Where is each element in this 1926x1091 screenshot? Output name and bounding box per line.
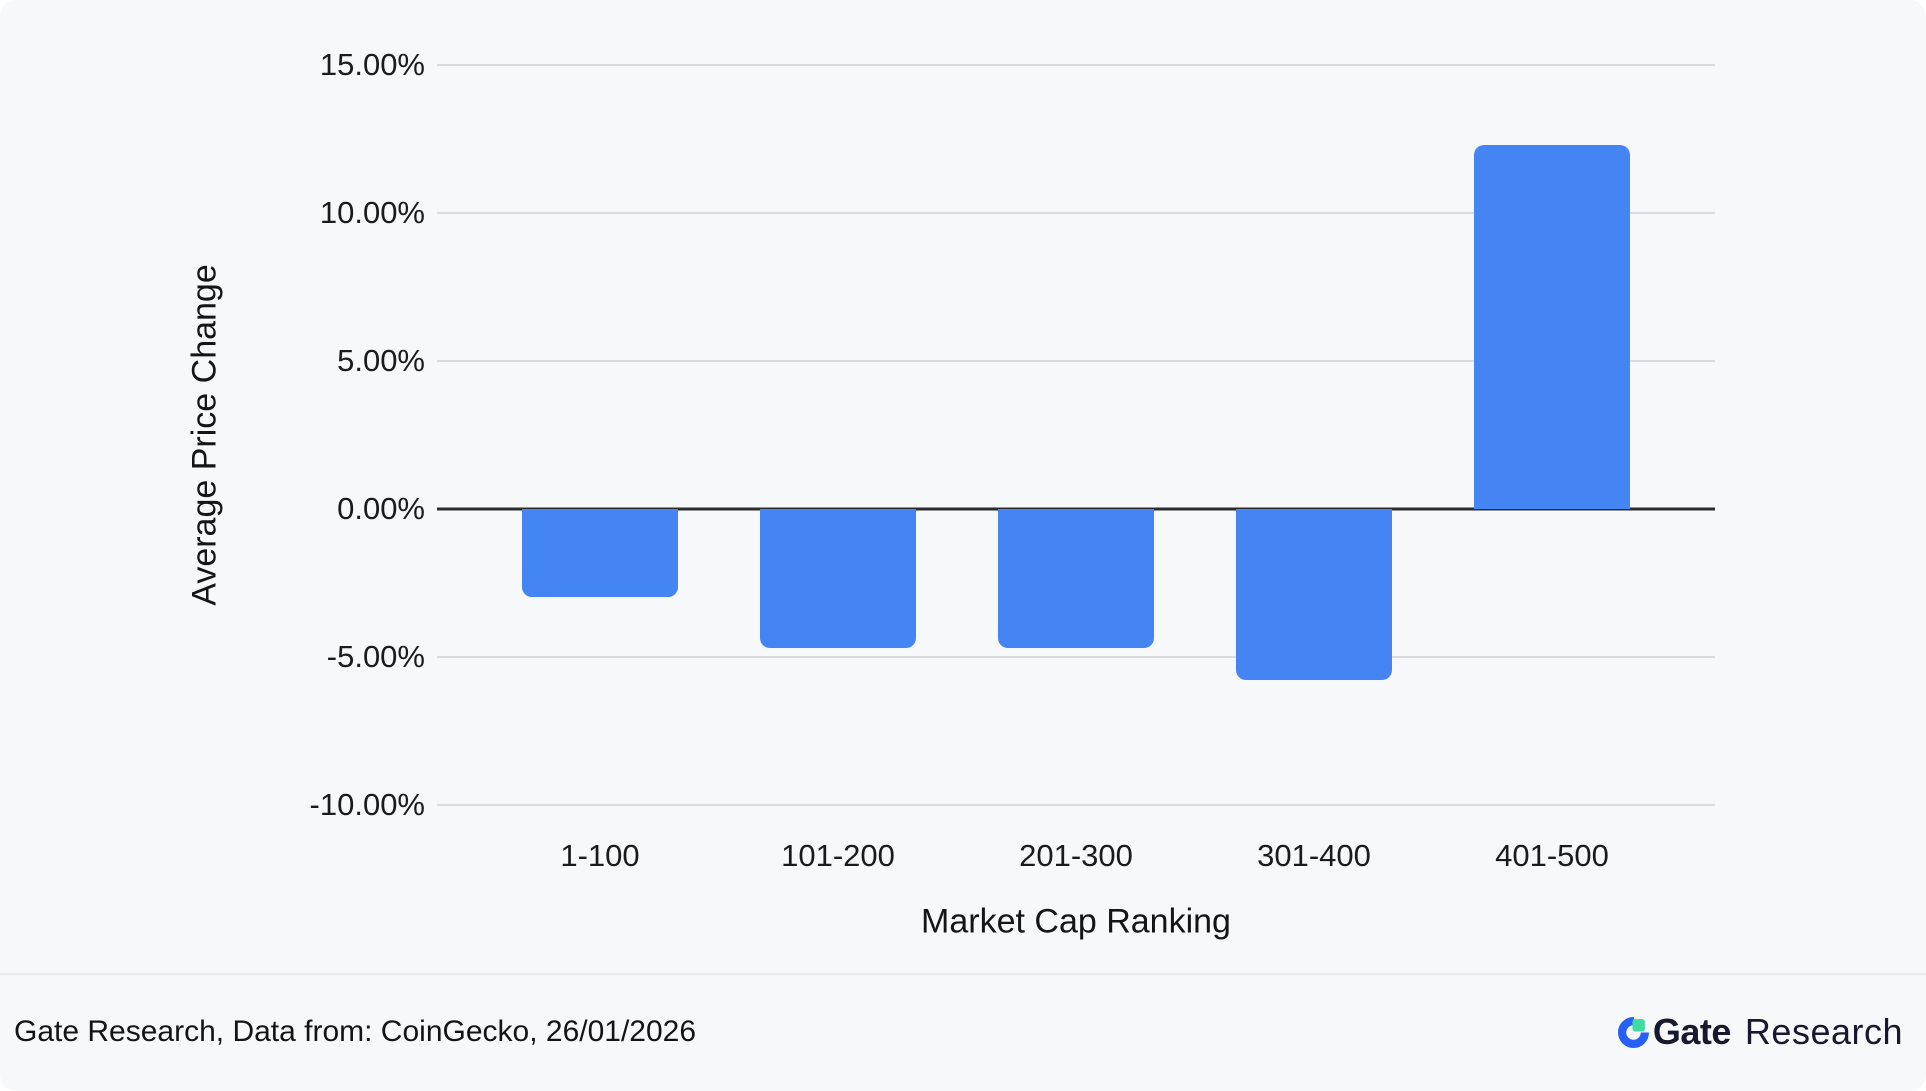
y-tick-label: 10.00% [319,195,425,230]
source-attribution: Gate Research, Data from: CoinGecko, 26/… [14,1015,697,1048]
bar-1-100 [522,509,678,597]
gridline [437,212,1715,214]
footer-divider [0,973,1926,975]
y-tick-label: 15.00% [319,47,425,82]
gridline [437,360,1715,362]
brand-name-bold: Gate [1652,1011,1732,1052]
x-tick-label: 401-500 [1495,838,1609,873]
x-axis-title: Market Cap Ranking [921,902,1231,941]
bar-401-500 [1474,144,1630,509]
gate-research-logo: Gate Research [1617,1011,1903,1053]
gridline [437,656,1715,658]
bar-301-400 [1236,509,1392,681]
brand-name-light: Research [1744,1011,1903,1052]
bar-101-200 [760,509,916,649]
x-tick-label: 1-100 [560,838,640,873]
y-axis-title: Average Price Change [185,264,224,606]
gate-logo-mark-icon [1617,1016,1649,1048]
y-tick-label: -5.00% [326,639,425,674]
y-tick-label: 0.00% [337,491,425,526]
x-tick-label: 301-400 [1257,838,1371,873]
y-tick-label: 5.00% [337,343,425,378]
x-tick-label: 201-300 [1019,838,1133,873]
gridline [437,804,1715,806]
y-tick-label: -10.00% [309,787,425,822]
gridline [437,64,1715,66]
x-tick-label: 101-200 [781,838,895,873]
bar-201-300 [998,509,1154,649]
